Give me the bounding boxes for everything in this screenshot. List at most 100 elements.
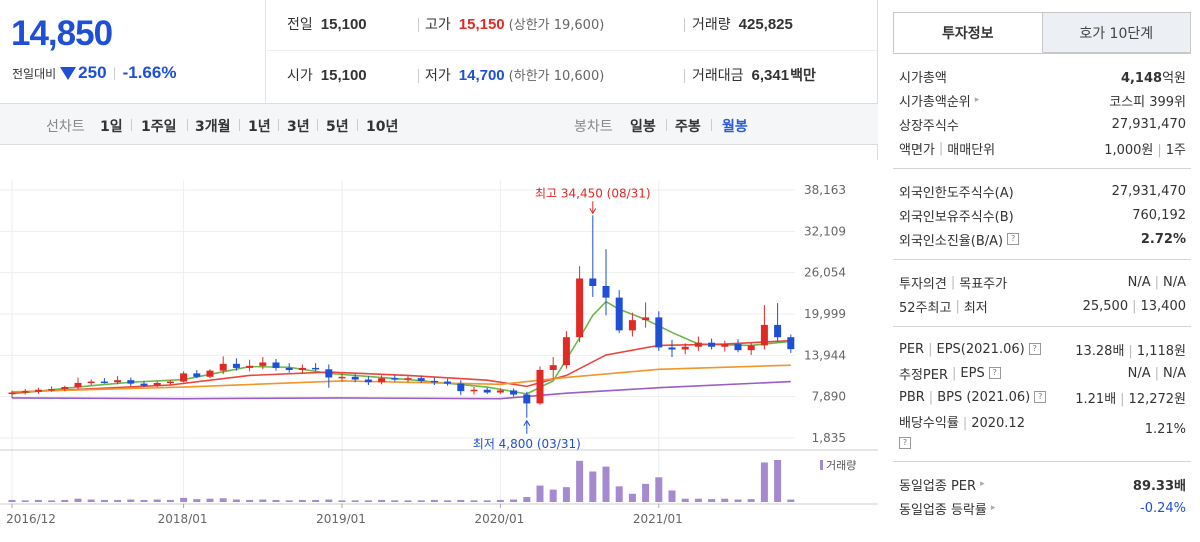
sector-per: 89.33배: [1132, 478, 1186, 494]
divider: |: [1120, 391, 1125, 407]
candles: [8, 215, 795, 418]
candle-daily-button[interactable]: 일봉: [630, 119, 656, 135]
x-tick-label: 2020/01: [474, 512, 524, 526]
candle-chart-label: 봉차트: [574, 119, 613, 135]
candle-monthly-button[interactable]: 월봉: [722, 119, 748, 135]
candle-body: [259, 362, 267, 366]
chevron-right-icon: ▸: [980, 479, 985, 489]
candle-body: [510, 390, 518, 395]
candle-body: [536, 369, 544, 404]
info-row: 상장주식수 27,931,470: [893, 112, 1191, 136]
target-price-label: 목표주가: [959, 276, 1008, 292]
volume-bar: [74, 498, 82, 502]
market-cap-number: 4,148: [1120, 70, 1163, 86]
sector-per-value: 89.33배: [1133, 475, 1186, 494]
candle-body: [747, 345, 755, 351]
foreign-ratio-value: 2.72%: [1141, 232, 1186, 247]
volume-bar: [708, 499, 716, 502]
period-3y-button[interactable]: 3년: [287, 119, 310, 135]
prev-close-value: 15,100: [320, 16, 367, 33]
volume-bar: [430, 499, 438, 502]
chart-annotations: 최고 34,450 (08/31) 최저 4,800 (03/31): [473, 186, 651, 450]
period-1d-button[interactable]: 1일: [100, 119, 123, 135]
period-10y-button[interactable]: 10년: [366, 119, 399, 135]
candle-body: [272, 362, 280, 368]
help-icon[interactable]: ?: [1028, 343, 1041, 355]
candle-body: [61, 387, 69, 390]
divider: |: [952, 365, 957, 381]
divider: [684, 69, 685, 83]
info-row: PER | EPS(2021.06)? 13.28배 | 1,118원: [893, 337, 1191, 361]
divider: [418, 18, 419, 32]
sector-change-link[interactable]: 동일업종 등락률 ▸: [899, 499, 995, 518]
opinion: N/A: [1127, 274, 1151, 290]
help-icon[interactable]: ?: [988, 367, 1001, 379]
tab-investment-info[interactable]: 투자정보: [893, 12, 1043, 53]
divider: [418, 69, 419, 83]
foreign-limit-value: 27,931,470: [1111, 183, 1186, 199]
volume-bar: [549, 489, 557, 502]
market-cap-label: 시가총액: [899, 70, 947, 86]
candle-body: [193, 373, 201, 377]
per-label-text: PER: [899, 341, 925, 357]
help-icon[interactable]: ?: [1007, 233, 1020, 245]
divider: |: [1157, 142, 1162, 158]
candle-body: [483, 389, 491, 393]
volume-bar: [417, 500, 425, 502]
sector-change-label: 동일업종 등락률: [899, 502, 987, 518]
y-tick-label: 7,890: [812, 390, 846, 404]
market-cap-rank-link[interactable]: 시가총액순위 ▸: [899, 91, 979, 110]
volume-legend-swatch: [820, 460, 823, 470]
volume-bar: [114, 499, 122, 502]
candle-weekly-button[interactable]: 주봉: [675, 119, 701, 135]
per: 13.28배: [1075, 343, 1125, 359]
volume-bar: [483, 500, 491, 502]
candle-body: [219, 363, 227, 371]
info-row: 시가총액순위 ▸ 코스피 399위: [893, 88, 1191, 112]
x-tick-label: 2018/01: [158, 512, 208, 526]
info-row: 52주최고 | 최저 25,500 | 13,400: [893, 294, 1191, 318]
divider: |: [938, 140, 944, 156]
volume-bar: [457, 499, 465, 502]
divider: |: [1154, 365, 1159, 381]
sector-change-value: -0.24%: [1140, 500, 1186, 516]
period-1w-button[interactable]: 1주일: [141, 119, 177, 135]
volume-bar: [391, 500, 399, 502]
volume-bar: [206, 498, 214, 502]
volume-bar: [668, 490, 676, 502]
volume-bar: [193, 499, 201, 502]
tab-order-book[interactable]: 호가 10단계: [1042, 12, 1191, 53]
candle-body: [378, 378, 386, 383]
face-value: 1,000원: [1104, 142, 1154, 158]
arrow-down-icon: [589, 208, 597, 215]
target-price: N/A: [1163, 274, 1186, 290]
info-row: 배당수익률 | 2020.12 ? 1.21%: [893, 409, 1191, 453]
candle-body: [166, 381, 174, 384]
help-icon[interactable]: ?: [899, 437, 911, 449]
period-1y-button[interactable]: 1년: [248, 119, 271, 135]
x-axis-ticks: 2016/12 2018/01 2019/01 2020/01 2021/01: [6, 504, 683, 526]
candle-body: [8, 392, 16, 395]
candle-body: [628, 320, 636, 331]
per-value: 13.28배 | 1,118원: [1075, 340, 1186, 359]
candle-body: [694, 342, 702, 347]
eps: 1,118원: [1136, 343, 1186, 359]
volume-bar: [378, 499, 386, 502]
amount-value: 6,341: [751, 67, 790, 84]
candle-body: [430, 380, 438, 383]
divider: [684, 18, 685, 32]
help-icon[interactable]: ?: [1034, 391, 1047, 403]
volume-bar: [589, 471, 597, 502]
candle-body: [391, 378, 399, 380]
candle-body: [21, 391, 29, 393]
candle-body: [351, 376, 359, 380]
candle-body: [153, 382, 161, 386]
info-table: 시가총액 4,148억원 시가총액순위 ▸ 코스피 399위 상장주식수 27,9…: [893, 53, 1191, 528]
volume-bar: [100, 499, 108, 502]
sector-per-link[interactable]: 동일업종 PER ▸: [899, 475, 985, 494]
current-price-box: 14,850 전일대비 250 | -1.66%: [0, 0, 266, 102]
period-3m-button[interactable]: 3개월: [195, 119, 231, 135]
y-tick-label: 32,109: [804, 224, 846, 238]
candle-body: [285, 367, 293, 370]
period-5y-button[interactable]: 5년: [326, 119, 349, 135]
